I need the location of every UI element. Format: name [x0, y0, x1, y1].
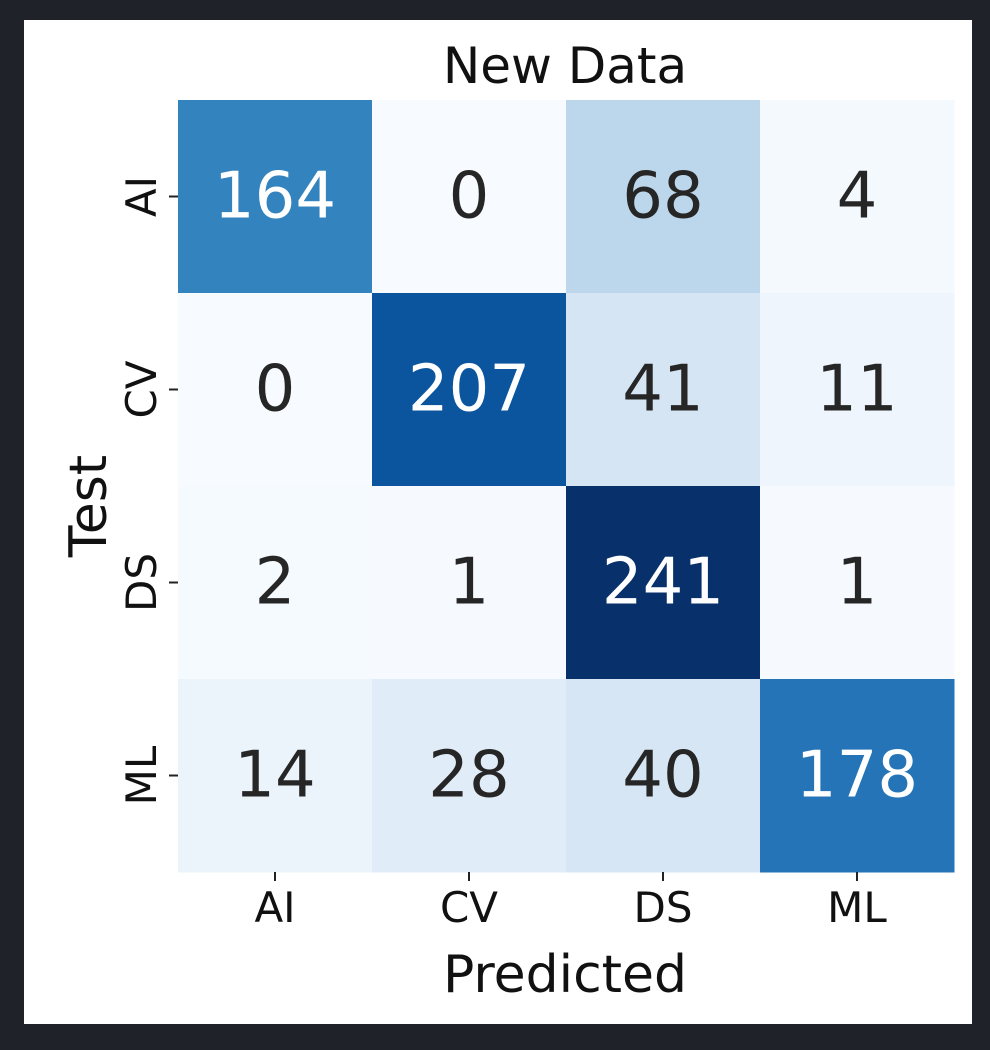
x-axis-label: Predicted: [443, 945, 687, 1005]
cell-value-label: 28: [428, 739, 509, 813]
heatmap-cell-ml-ds: [566, 679, 761, 873]
y-axis-label: Test: [59, 455, 119, 558]
heatmap-cell-ds-ai: [178, 486, 373, 680]
x-axis-ticks: AI CV DS ML: [254, 872, 887, 932]
heatmap-cell-ds-ml: [760, 486, 955, 680]
heatmap-cells: [178, 100, 955, 873]
y-tick-label: ML: [117, 745, 166, 805]
cell-value-label: 1: [449, 546, 490, 620]
cell-value-label: 41: [622, 353, 703, 427]
figure: New Data 164 0 68 4 0 207 41 11 2 1 241 1 14 28 40 178 …: [24, 20, 972, 1024]
y-tick-label: DS: [117, 553, 166, 612]
heatmap-cell-ds-ds: [566, 486, 761, 680]
confusion-matrix-chart: New Data 164 0 68 40 207 41 112 1 241 114 28 40 178 …: [59, 37, 955, 1005]
heatmap-cell-ml-ai: [178, 679, 373, 873]
cell-value-label: 4: [837, 160, 878, 234]
x-tick-label: CV: [440, 883, 498, 932]
heatmap-cell-ml-cv: [372, 679, 567, 873]
cell-annotations: 164 0 68 40 207 41 112 1 241 114 28 40 178: [214, 160, 918, 813]
heatmap-cell-ml-ml: [760, 679, 955, 873]
heatmap-cell-ds-cv: [372, 486, 567, 680]
cell-value-label: 11: [816, 353, 897, 427]
cell-value-label: 1: [837, 546, 878, 620]
heatmap-cell-ai-cv: [372, 100, 567, 294]
heatmap-cell-cv-ml: [760, 293, 955, 487]
cell-value-label: 164: [214, 160, 336, 234]
heatmap-cell-ai-ml: [760, 100, 955, 294]
heatmap-cell-cv-cv: [372, 293, 567, 487]
x-tick-label: AI: [254, 883, 295, 932]
cell-value-label: 68: [622, 160, 703, 234]
cell-value-label: 0: [255, 353, 296, 427]
y-tick-label: AI: [117, 176, 166, 217]
cell-value-label: 0: [449, 160, 490, 234]
cell-value-label: 14: [234, 739, 315, 813]
x-tick-label: DS: [633, 883, 692, 932]
cell-value-label: 2: [255, 546, 296, 620]
cell-value-label: 178: [796, 739, 918, 813]
heatmap-cell-ai-ai: [178, 100, 373, 294]
cell-value-label: 40: [622, 739, 703, 813]
heatmap-cell-cv-ds: [566, 293, 761, 487]
cell-value-label: 241: [602, 546, 724, 620]
x-tick-label: ML: [827, 883, 887, 932]
heatmap-cell-cv-ai: [178, 293, 373, 487]
chart-title: New Data: [443, 37, 687, 95]
y-axis-ticks: AI CV DS ML: [117, 176, 178, 805]
heatmap-cell-ai-ds: [566, 100, 761, 294]
y-tick-label: CV: [117, 360, 166, 418]
cell-value-label: 207: [408, 353, 530, 427]
